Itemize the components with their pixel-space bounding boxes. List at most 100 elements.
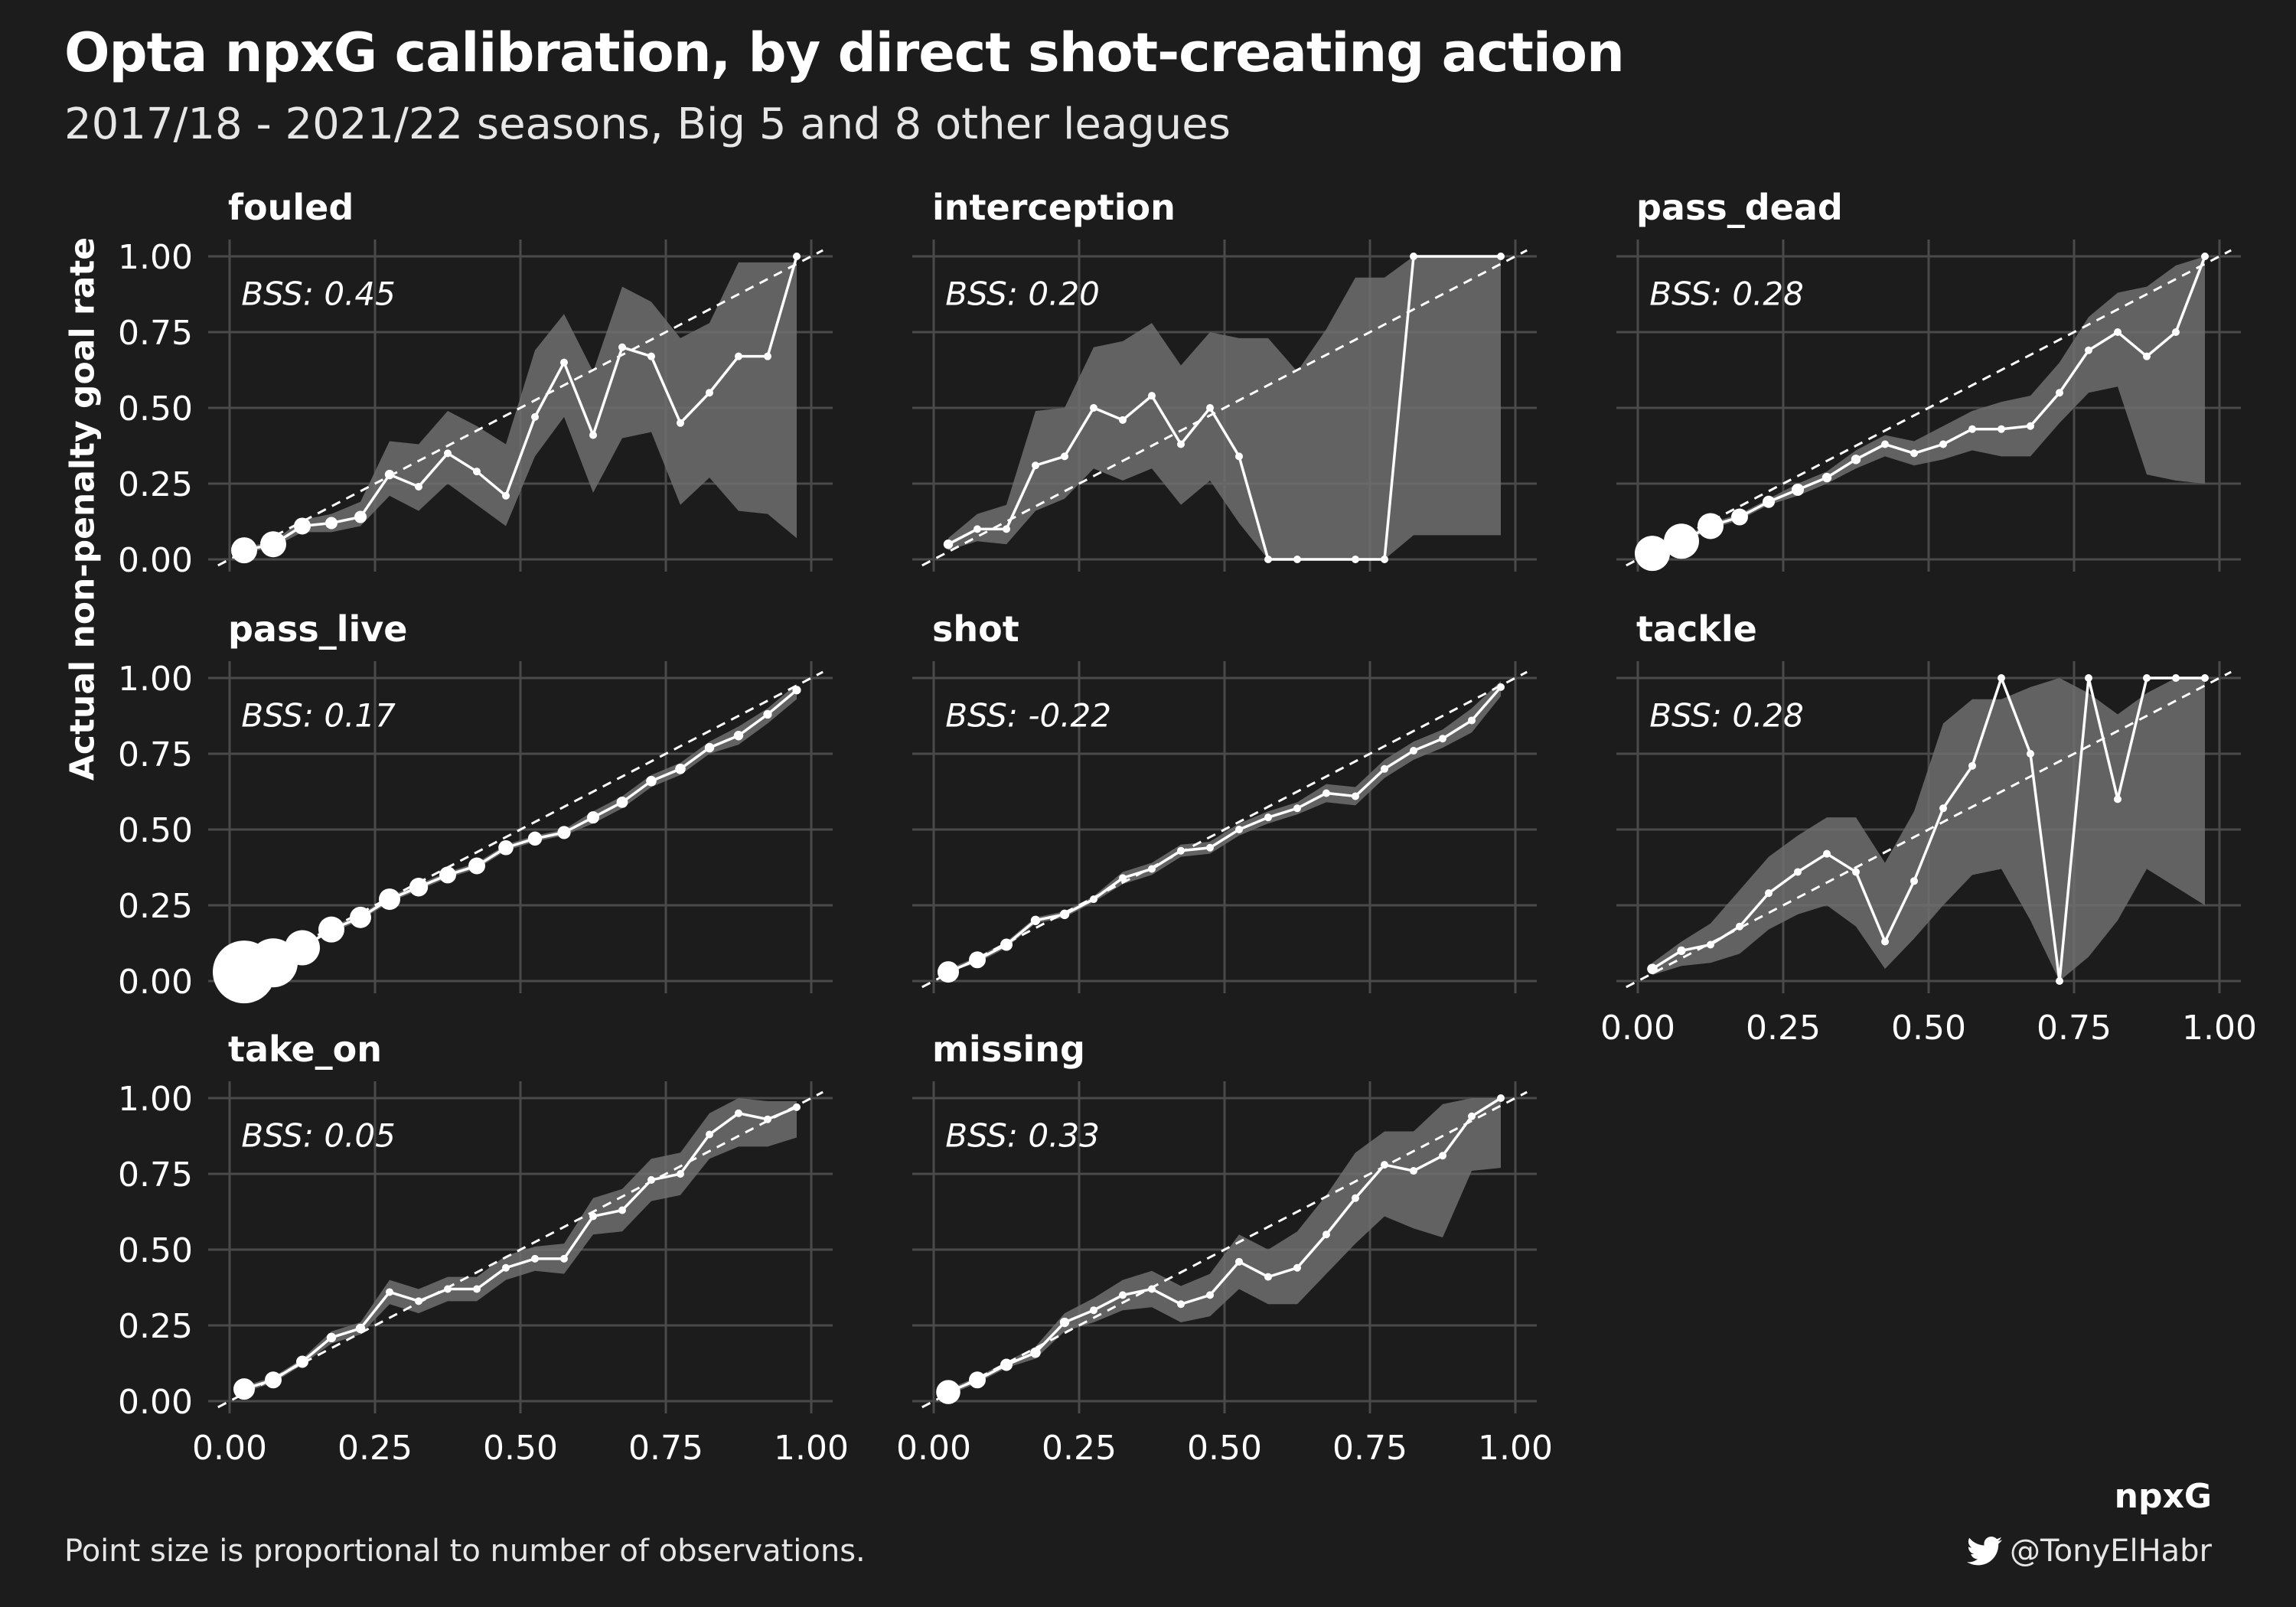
data-point bbox=[1090, 404, 1097, 412]
panel-missing: missing BSS: 0.33 0.00 0.25 0.50 0.75 1.00 bbox=[896, 1028, 1553, 1468]
calibration-line bbox=[243, 1106, 797, 1390]
data-point bbox=[527, 831, 543, 846]
author-credit: @TonyElHabr bbox=[1967, 1534, 2212, 1569]
data-point bbox=[618, 343, 626, 351]
data-point bbox=[1497, 683, 1505, 691]
data-point bbox=[386, 1288, 393, 1296]
data-point bbox=[415, 1297, 422, 1305]
data-point bbox=[1664, 523, 1699, 559]
data-point bbox=[502, 491, 510, 500]
data-point bbox=[1381, 556, 1388, 563]
data-point bbox=[1851, 455, 1861, 464]
data-point bbox=[1647, 963, 1658, 974]
data-point bbox=[943, 539, 954, 549]
data-point bbox=[1998, 674, 2005, 682]
data-point bbox=[1497, 1094, 1505, 1102]
panel-pass-live: pass_live BSS: 0.17 0.00 0.25 0.50 0.75 1.00 bbox=[118, 608, 833, 1004]
data-point bbox=[589, 431, 597, 439]
data-point bbox=[260, 531, 286, 558]
data-point bbox=[735, 1109, 742, 1117]
data-point bbox=[706, 1130, 713, 1139]
data-point bbox=[1468, 1112, 1476, 1120]
data-point bbox=[733, 731, 744, 741]
data-point bbox=[326, 1332, 337, 1343]
x-tick-label: 0.25 bbox=[338, 1429, 413, 1468]
data-point bbox=[2027, 750, 2034, 758]
data-point bbox=[763, 709, 772, 719]
data-point bbox=[969, 951, 986, 969]
data-point bbox=[1968, 761, 1976, 770]
data-point bbox=[1939, 804, 1947, 813]
panel-fouled: fouled BSS: 0.45 0.00 0.25 0.50 0.75 1.00 bbox=[118, 187, 833, 580]
data-point bbox=[233, 1378, 255, 1400]
data-point bbox=[557, 826, 571, 839]
data-point bbox=[1410, 253, 1417, 260]
x-tick-label: 0.00 bbox=[1600, 1009, 1675, 1048]
y-tick-label: 0.00 bbox=[118, 541, 193, 580]
y-tick-label: 1.00 bbox=[118, 660, 193, 699]
x-tick-label: 0.25 bbox=[1746, 1009, 1821, 1048]
data-point bbox=[2143, 674, 2151, 682]
data-point bbox=[1000, 938, 1013, 951]
reference-diagonal bbox=[921, 1090, 1528, 1409]
y-tick-label: 1.00 bbox=[118, 238, 193, 277]
data-point bbox=[587, 811, 599, 824]
twitter-icon bbox=[1967, 1537, 2003, 1566]
data-point bbox=[1939, 440, 1947, 448]
data-point bbox=[1264, 556, 1272, 563]
data-point bbox=[1765, 889, 1773, 898]
data-point bbox=[1059, 909, 1070, 920]
data-point bbox=[1635, 536, 1670, 572]
data-point bbox=[1059, 1317, 1070, 1328]
data-point bbox=[2056, 389, 2063, 397]
data-point bbox=[1090, 895, 1097, 904]
bss-annotation: BSS: 0.28 bbox=[1649, 696, 1804, 734]
x-tick-label: 0.00 bbox=[896, 1429, 971, 1468]
data-point bbox=[2172, 328, 2180, 336]
data-point bbox=[1439, 735, 1446, 743]
data-point bbox=[1381, 764, 1388, 773]
reference-diagonal bbox=[217, 670, 823, 989]
data-point bbox=[1119, 1291, 1127, 1299]
bss-annotation: BSS: -0.22 bbox=[945, 696, 1111, 734]
data-point bbox=[764, 1115, 771, 1123]
data-point bbox=[2201, 253, 2209, 260]
data-point bbox=[2114, 328, 2122, 336]
x-tick-label: 1.00 bbox=[1478, 1429, 1553, 1468]
facet-title: missing bbox=[932, 1028, 1085, 1070]
data-point bbox=[792, 686, 801, 695]
data-point bbox=[384, 469, 395, 480]
data-point bbox=[318, 916, 344, 943]
data-point bbox=[1410, 747, 1417, 755]
data-point bbox=[1293, 804, 1301, 813]
data-point bbox=[677, 1170, 684, 1178]
data-point bbox=[1032, 461, 1039, 470]
data-point bbox=[444, 1285, 452, 1293]
reference-diagonal bbox=[1626, 249, 2232, 567]
data-point bbox=[1736, 922, 1743, 931]
data-point bbox=[1119, 874, 1127, 882]
data-point bbox=[354, 510, 367, 523]
data-point bbox=[1707, 940, 1714, 949]
data-point bbox=[439, 866, 456, 884]
data-point bbox=[1293, 1263, 1301, 1272]
y-tick-label: 0.00 bbox=[118, 963, 193, 1002]
data-point bbox=[1206, 1291, 1214, 1299]
data-point bbox=[764, 352, 771, 360]
x-tick-label: 0.50 bbox=[1891, 1009, 1966, 1048]
data-point bbox=[1821, 472, 1832, 483]
data-point bbox=[938, 961, 959, 983]
data-point bbox=[2056, 977, 2063, 985]
data-point bbox=[1206, 843, 1214, 852]
data-point bbox=[1061, 452, 1068, 461]
x-axis-label: npxG bbox=[2114, 1477, 2212, 1516]
y-tick-label: 0.50 bbox=[118, 1231, 193, 1270]
facet-title: tackle bbox=[1636, 608, 1757, 650]
data-point bbox=[473, 468, 481, 476]
facet-title: interception bbox=[932, 187, 1176, 228]
data-point bbox=[589, 1212, 597, 1221]
data-point bbox=[1177, 440, 1185, 448]
panel-shot: shot BSS: -0.22 bbox=[912, 608, 1537, 993]
x-tick-label: 1.00 bbox=[774, 1429, 849, 1468]
